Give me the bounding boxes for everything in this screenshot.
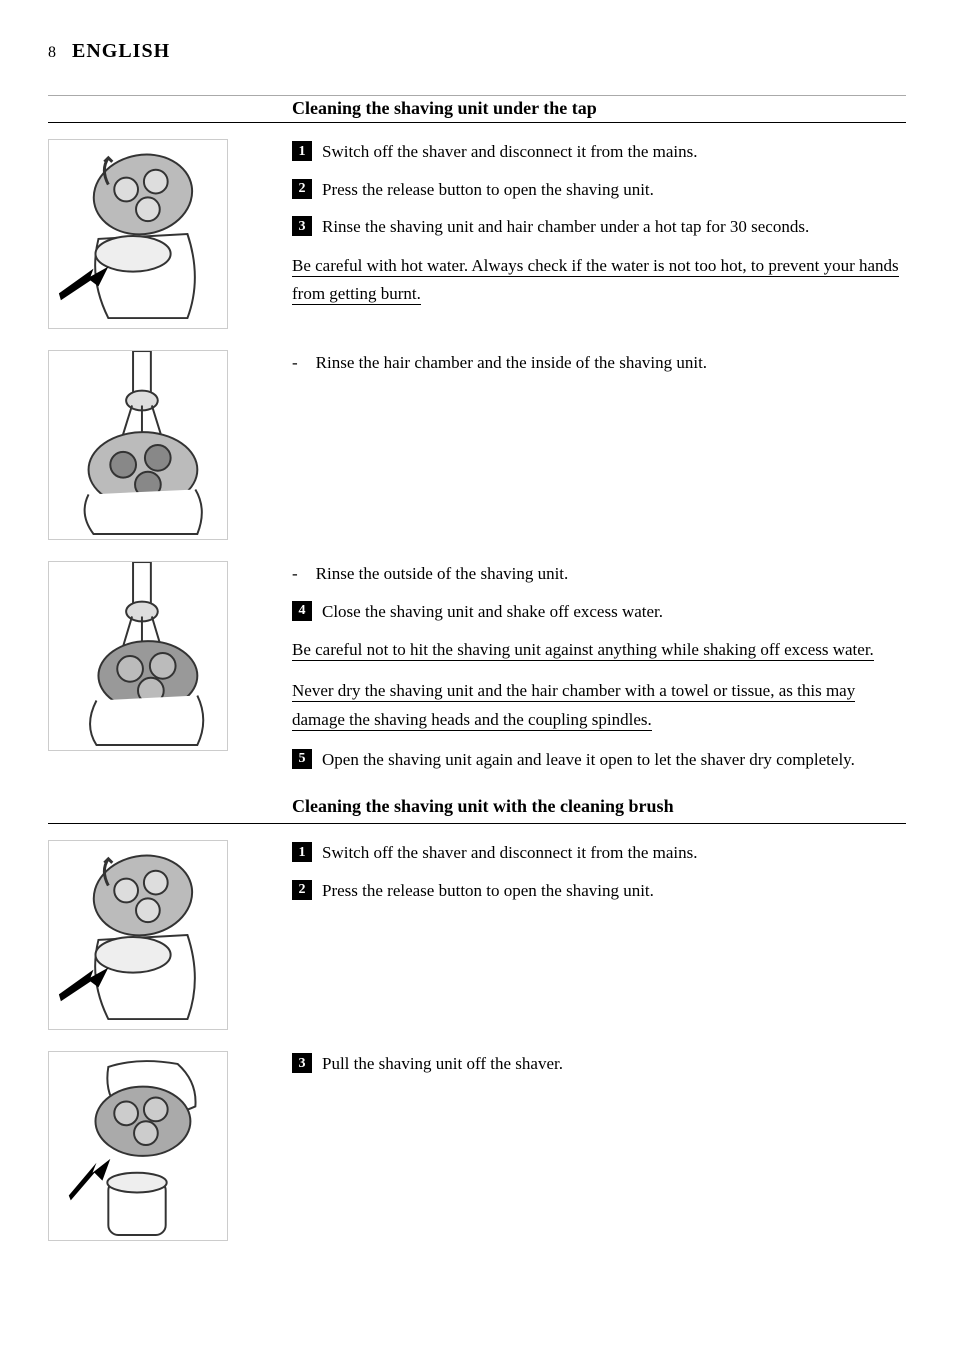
step-number: 3 xyxy=(292,216,312,236)
instruction-block: - Rinse the outside of the shaving unit.… xyxy=(48,545,906,784)
page-content: Cleaning the shaving unit under the tap xyxy=(48,95,906,1246)
step-text: Open the shaving unit again and leave it… xyxy=(322,747,855,773)
step-number: 2 xyxy=(292,880,312,900)
instruction-text: - Rinse the hair chamber and the inside … xyxy=(292,334,906,388)
step-text: Press the release button to open the sha… xyxy=(322,878,654,904)
step-text: Switch off the shaver and disconnect it … xyxy=(322,139,698,165)
instruction-block: 3 Pull the shaving unit off the shaver. xyxy=(48,1035,906,1246)
illustration-open-unit xyxy=(48,139,228,329)
step-text: Switch off the shaver and disconnect it … xyxy=(322,840,698,866)
illustration-pull-off xyxy=(48,1051,228,1241)
bullet-item: - Rinse the outside of the shaving unit. xyxy=(292,561,906,587)
step-number: 1 xyxy=(292,141,312,161)
manual-page: 8 ENGLISH Cleaning the shaving unit unde… xyxy=(0,0,954,1306)
instruction-text: 3 Pull the shaving unit off the shaver. xyxy=(292,1035,906,1089)
step-item: 4 Close the shaving unit and shake off e… xyxy=(292,599,906,625)
step-text: Rinse the shaving unit and hair chamber … xyxy=(322,214,809,240)
bullet-text: Rinse the hair chamber and the inside of… xyxy=(316,350,707,376)
step-item: 1 Switch off the shaver and disconnect i… xyxy=(292,840,906,866)
step-item: 2 Press the release button to open the s… xyxy=(292,177,906,203)
step-number: 4 xyxy=(292,601,312,621)
step-item: 1 Switch off the shaver and disconnect i… xyxy=(292,139,906,165)
illustration-open-unit xyxy=(48,840,228,1030)
section-heading-tap: Cleaning the shaving unit under the tap xyxy=(292,96,906,123)
illustration-col xyxy=(48,123,272,334)
section-heading-row: Cleaning the shaving unit with the clean… xyxy=(48,784,906,824)
illustration-col xyxy=(48,1035,272,1246)
illustration-rinse-outside xyxy=(48,561,228,751)
caution-text: Be careful with hot water. Always check … xyxy=(292,252,906,310)
step-text: Close the shaving unit and shake off exc… xyxy=(322,599,663,625)
illustration-col xyxy=(48,545,272,756)
instruction-text: 1 Switch off the shaver and disconnect i… xyxy=(292,123,906,321)
bullet-item: - Rinse the hair chamber and the inside … xyxy=(292,350,906,376)
step-number: 3 xyxy=(292,1053,312,1073)
caution-text: Never dry the shaving unit and the hair … xyxy=(292,677,906,735)
language-label: ENGLISH xyxy=(72,40,170,63)
step-number: 5 xyxy=(292,749,312,769)
section-heading-brush: Cleaning the shaving unit with the clean… xyxy=(292,796,906,823)
instruction-text: - Rinse the outside of the shaving unit.… xyxy=(292,545,906,784)
step-text: Pull the shaving unit off the shaver. xyxy=(322,1051,563,1077)
illustration-col xyxy=(48,824,272,1035)
section-heading-row: Cleaning the shaving unit under the tap xyxy=(48,95,906,123)
step-item: 3 Rinse the shaving unit and hair chambe… xyxy=(292,214,906,240)
bullet-dash: - xyxy=(292,350,298,376)
caution-text: Be careful not to hit the shaving unit a… xyxy=(292,636,906,665)
page-header: 8 ENGLISH xyxy=(48,40,906,63)
step-item: 5 Open the shaving unit again and leave … xyxy=(292,747,906,773)
step-item: 3 Pull the shaving unit off the shaver. xyxy=(292,1051,906,1077)
instruction-block: 1 Switch off the shaver and disconnect i… xyxy=(48,123,906,334)
illustration-rinse-inside xyxy=(48,350,228,540)
step-item: 2 Press the release button to open the s… xyxy=(292,878,906,904)
page-number: 8 xyxy=(48,44,56,62)
illustration-col xyxy=(48,334,272,545)
instruction-block: - Rinse the hair chamber and the inside … xyxy=(48,334,906,545)
instruction-text: 1 Switch off the shaver and disconnect i… xyxy=(292,824,906,915)
step-number: 2 xyxy=(292,179,312,199)
step-number: 1 xyxy=(292,842,312,862)
bullet-dash: - xyxy=(292,561,298,587)
bullet-text: Rinse the outside of the shaving unit. xyxy=(316,561,569,587)
step-text: Press the release button to open the sha… xyxy=(322,177,654,203)
instruction-block: 1 Switch off the shaver and disconnect i… xyxy=(48,824,906,1035)
